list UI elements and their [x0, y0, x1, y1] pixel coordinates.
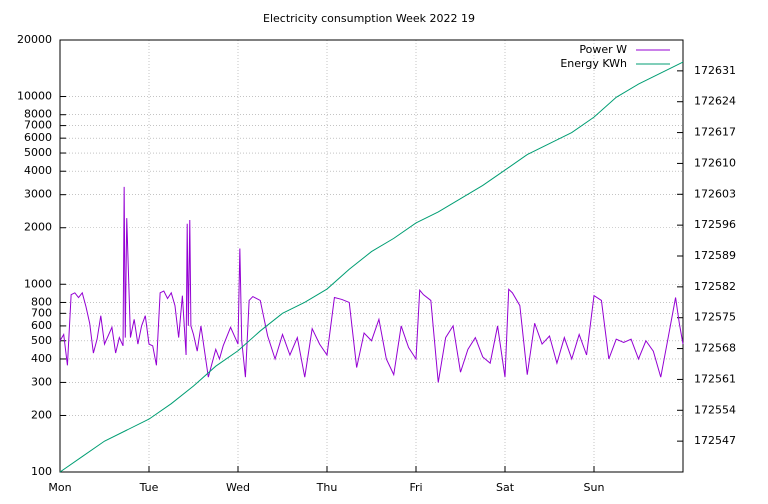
y-tick-label: 700: [31, 306, 52, 319]
y-tick-label: 800: [31, 295, 52, 308]
x-tick-label: Tue: [139, 481, 159, 494]
y-tick-label: 8000: [24, 108, 52, 121]
y2-tick-label: 172624: [694, 95, 736, 108]
chart-title: Electricity consumption Week 2022 19: [263, 12, 475, 25]
y2-tick-label: 172589: [694, 249, 736, 262]
y2-tick-label: 172568: [694, 342, 736, 355]
y2-tick-label: 172631: [694, 64, 736, 77]
x-tick-label: Fri: [409, 481, 422, 494]
y2-tick-label: 172561: [694, 372, 736, 385]
x-tick-label: Mon: [48, 481, 71, 494]
y2-tick-label: 172596: [694, 218, 736, 231]
series-line: [59, 186, 684, 383]
y-tick-label: 100: [31, 465, 52, 478]
y2-tick-label: 172554: [694, 403, 736, 416]
y-tick-label: 7000: [24, 119, 52, 132]
y-tick-label: 200: [31, 408, 52, 421]
y-tick-label: 400: [31, 352, 52, 365]
y-tick-label: 2000: [24, 221, 52, 234]
y2-tick-label: 172610: [694, 156, 736, 169]
y-tick-label: 300: [31, 375, 52, 388]
plot-border: [59, 39, 684, 473]
y-tick-label: 1000: [24, 277, 52, 290]
y2-tick-label: 172603: [694, 187, 736, 200]
y2-tick-label: 172575: [694, 311, 736, 324]
x-tick-label: Thu: [316, 481, 338, 494]
y2-tick-label: 172547: [694, 434, 736, 447]
y-tick-label: 20000: [17, 33, 52, 46]
series-line: [59, 61, 684, 473]
y-tick-label: 600: [31, 319, 52, 332]
x-tick-label: Wed: [226, 481, 250, 494]
y-tick-label: 6000: [24, 131, 52, 144]
y-tick-label: 4000: [24, 164, 52, 177]
y2-tick-label: 172617: [694, 126, 736, 139]
x-tick-label: Sat: [496, 481, 515, 494]
y-tick-label: 500: [31, 334, 52, 347]
y2-tick-label: 172582: [694, 280, 736, 293]
y-tick-label: 3000: [24, 188, 52, 201]
legend-label: Power W: [579, 43, 627, 56]
y-tick-label: 5000: [24, 146, 52, 159]
x-tick-label: Sun: [584, 481, 605, 494]
y-tick-label: 10000: [17, 90, 52, 103]
legend-label: Energy KWh: [560, 57, 627, 70]
